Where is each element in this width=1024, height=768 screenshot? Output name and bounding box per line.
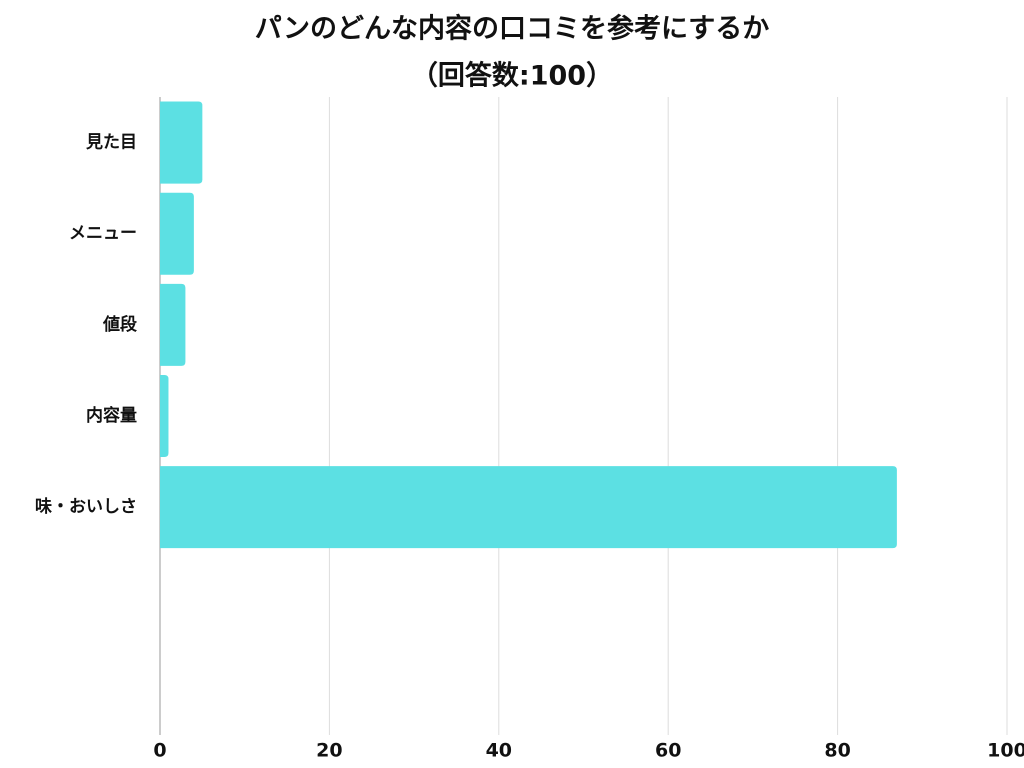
- chart-subtitle: （回答数:100）: [411, 60, 613, 92]
- x-tick-label: 80: [824, 740, 850, 762]
- x-tick-label: 40: [486, 740, 512, 762]
- chart-title: パンのどんな内容の口コミを参考にするか: [255, 13, 770, 45]
- bar: [160, 466, 897, 549]
- y-tick-label: 見た目: [85, 133, 137, 153]
- bar: [160, 283, 186, 366]
- y-tick-label: 内容量: [86, 405, 137, 426]
- y-tick-label: 味・おいしさ: [35, 496, 137, 517]
- bar: [160, 101, 203, 184]
- y-tick-label: 値段: [102, 314, 137, 335]
- x-tick-label: 0: [153, 740, 166, 762]
- bar: [160, 192, 194, 275]
- x-tick-label: 60: [655, 740, 681, 762]
- bar: [160, 374, 169, 458]
- x-tick-label: 100: [987, 740, 1024, 762]
- x-tick-label: 20: [316, 740, 342, 762]
- y-tick-label: メニュー: [69, 224, 137, 244]
